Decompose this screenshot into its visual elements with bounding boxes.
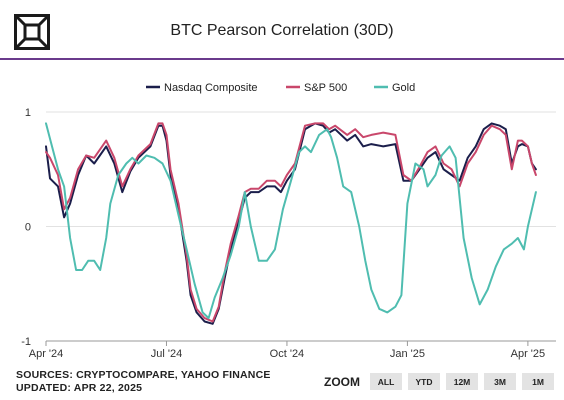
chart-title: BTC Pearson Correlation (30D) (170, 22, 394, 39)
chart-header: BTC Pearson Correlation (30D) (0, 0, 564, 60)
x-tick-label: Apr '25 (511, 348, 546, 360)
sources-text: SOURCES: CRYPTOCOMPARE, YAHOO FINANCE (16, 369, 271, 381)
x-tick-label: Jul '24 (151, 348, 182, 360)
x-tick-label: Jan '25 (390, 348, 425, 360)
y-tick-label: 1 (25, 107, 31, 119)
x-tick-label: Apr '24 (29, 348, 64, 360)
zoom-1m-button[interactable]: 1M (522, 373, 554, 390)
y-tick-label: 0 (25, 222, 31, 234)
y-tick-label: -1 (21, 336, 31, 348)
header-divider (0, 58, 564, 60)
x-tick-label: Oct '24 (270, 348, 305, 360)
zoom-ytd-button[interactable]: YTD (408, 373, 440, 390)
series-line-gold (45, 122, 537, 320)
zoom-label: ZOOM (324, 374, 360, 389)
legend-label: S&P 500 (304, 82, 347, 94)
zoom-all-button[interactable]: ALL (370, 373, 402, 390)
legend-label: Nasdaq Composite (164, 82, 258, 94)
zoom-3m-button[interactable]: 3M (484, 373, 516, 390)
legend-label: Gold (392, 82, 415, 94)
sources-block: SOURCES: CRYPTOCOMPARE, YAHOO FINANCE UP… (16, 369, 271, 395)
zoom-12m-button[interactable]: 12M (446, 373, 478, 390)
zoom-controls: ZOOM ALL YTD 12M 3M 1M (324, 373, 554, 390)
series-line-s-p-500 (45, 122, 537, 323)
updated-text: UPDATED: APR 22, 2025 (16, 382, 143, 394)
logo-icon (14, 14, 50, 50)
